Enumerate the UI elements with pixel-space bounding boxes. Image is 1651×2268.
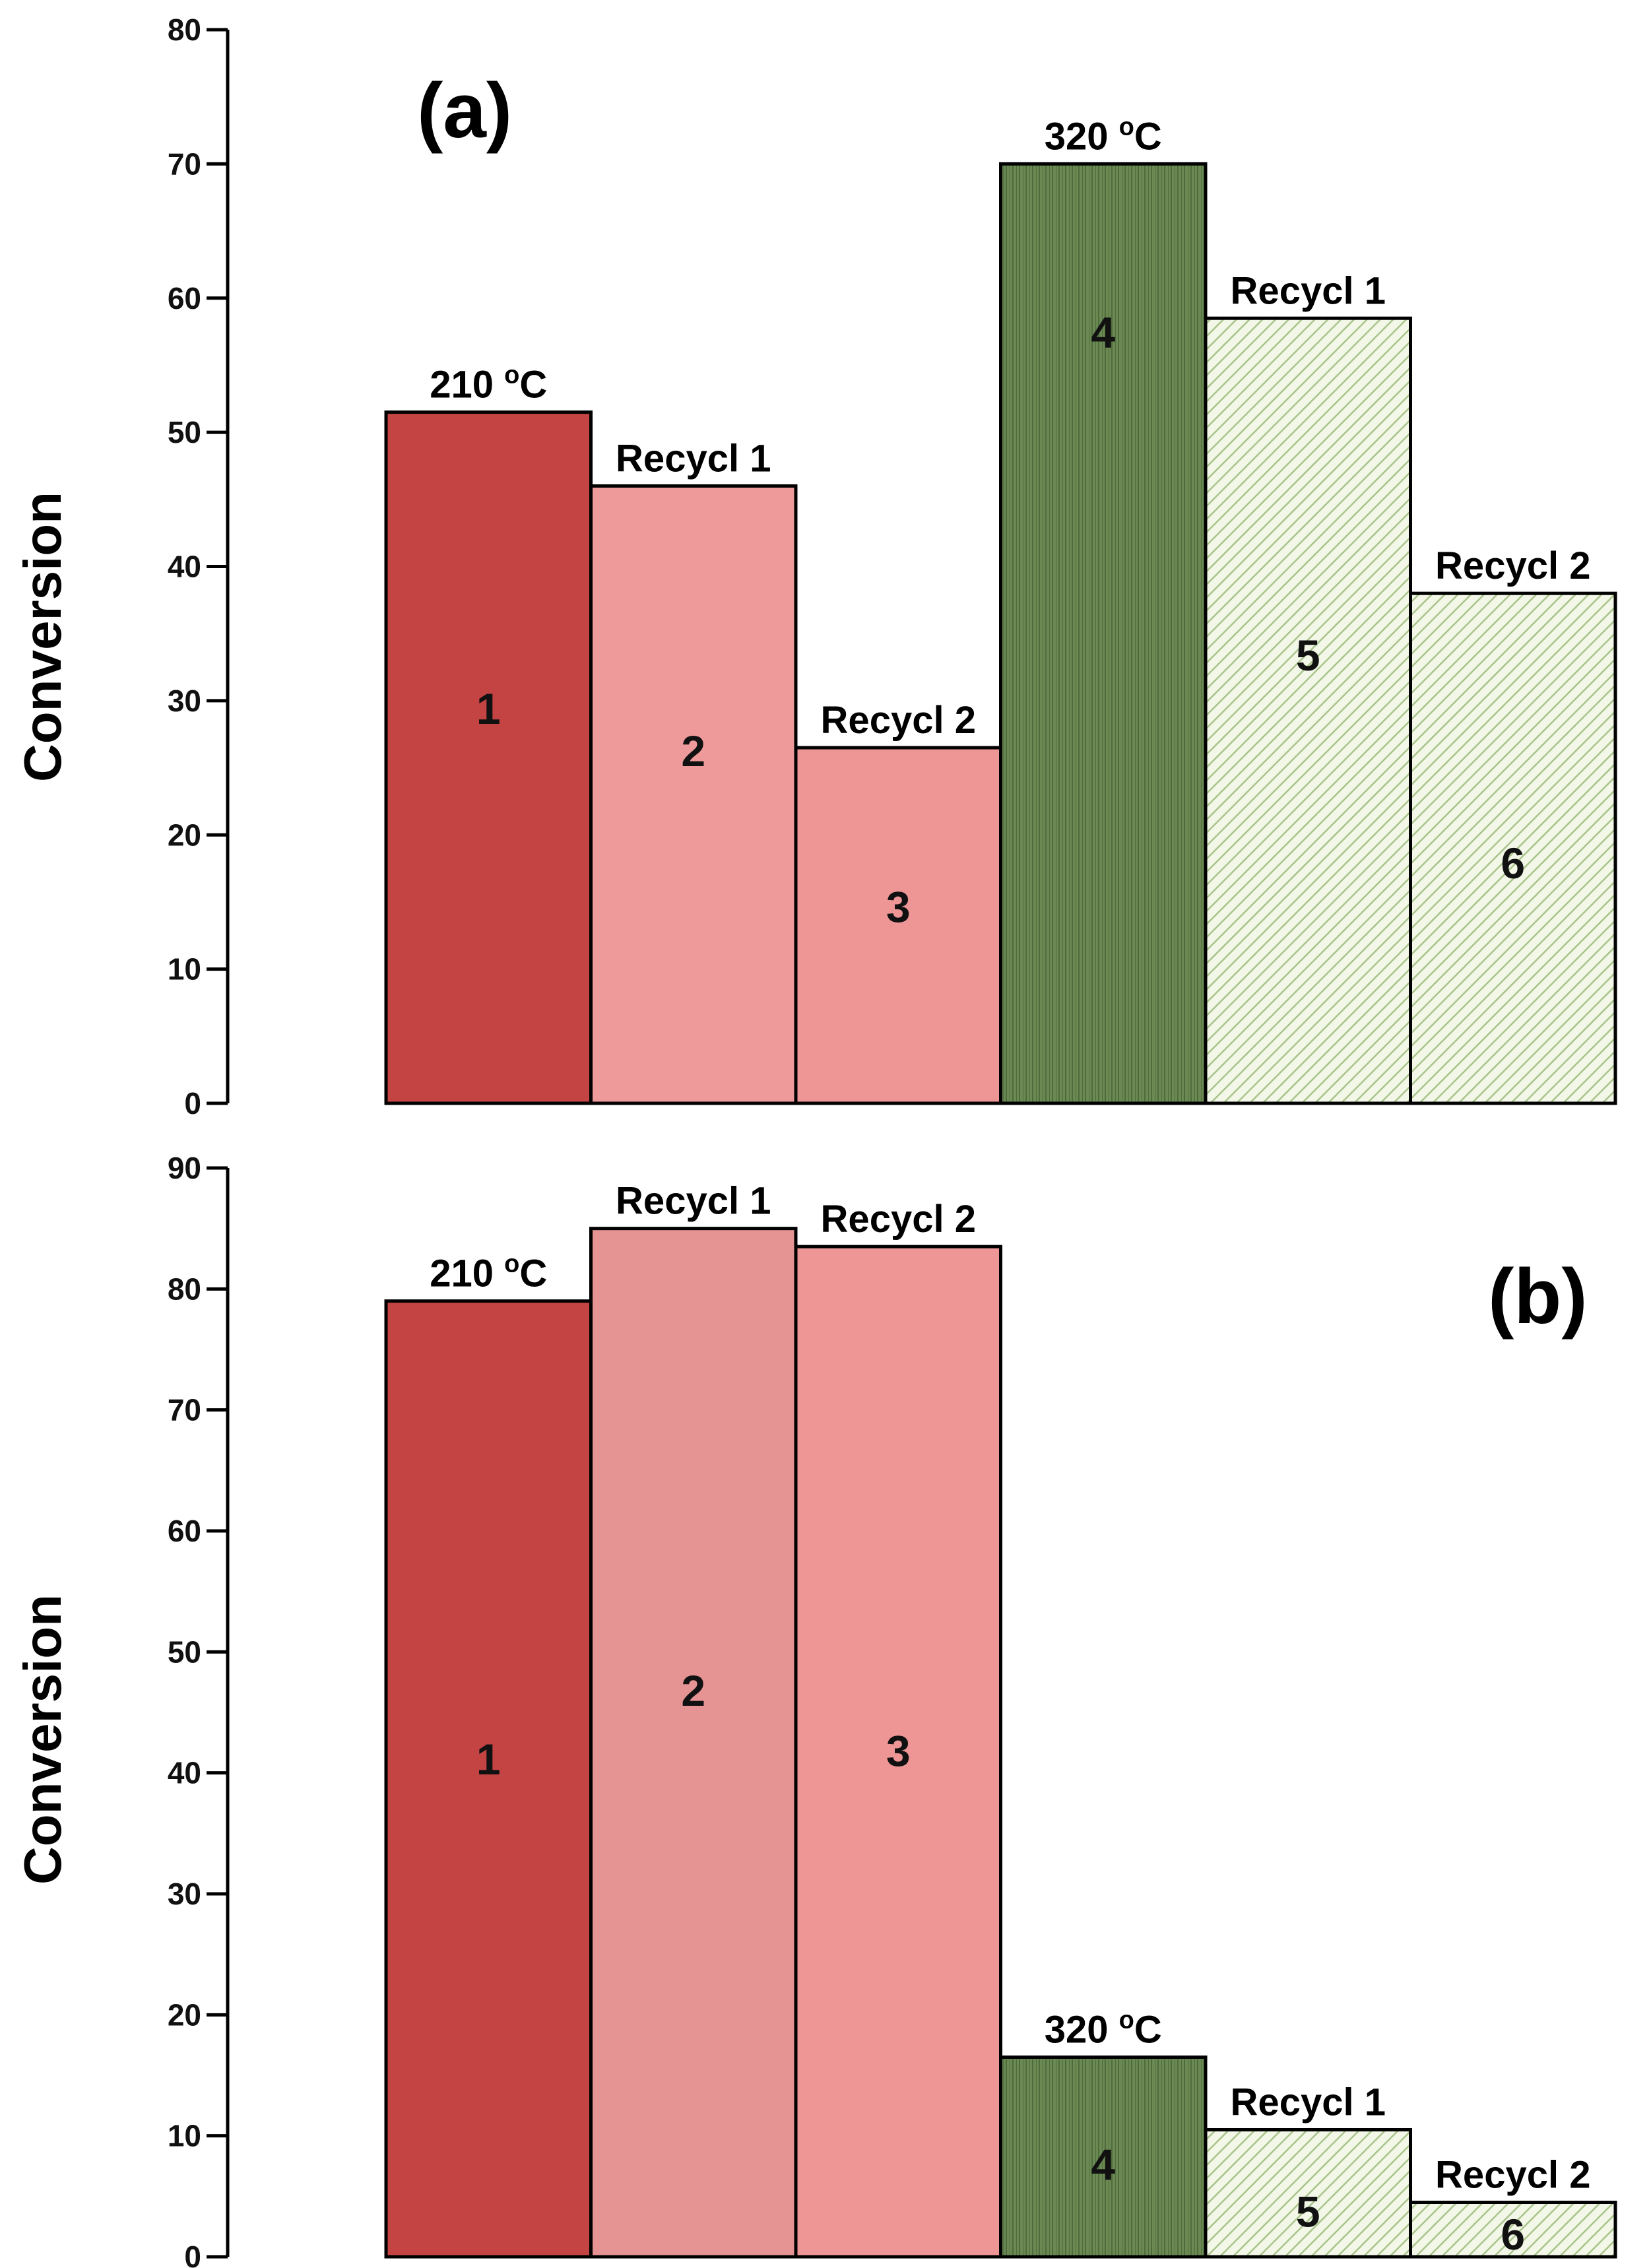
- panel-a-y-axis-label: Conversion: [13, 492, 72, 782]
- bar-5: [1204, 316, 1412, 1105]
- y-tick-label: 80: [168, 13, 201, 47]
- bar-1: [384, 410, 593, 1105]
- y-tick-label: 50: [168, 1635, 201, 1669]
- y-tick-label: 50: [168, 415, 201, 449]
- bar-number-label: 2: [681, 727, 705, 775]
- bar-number-label: 1: [476, 1735, 501, 1784]
- bar-top-label: Recycl 1: [616, 1180, 771, 1223]
- bar-number-label: 1: [476, 684, 501, 733]
- y-tick-label: 20: [168, 1997, 201, 2032]
- bar-2: [589, 484, 798, 1105]
- y-tick-label: 0: [184, 1086, 201, 1120]
- bar-1: [384, 1299, 593, 2259]
- panel-b-bars: 1 210 oC 2 Recycl 1 3 Recycl 2 4 320 oC 5 Recycl …: [384, 1180, 1617, 2259]
- y-tick-label: 30: [168, 1877, 201, 1911]
- bar-number-label: 3: [886, 883, 911, 932]
- bar-top-label: 320 oC: [1045, 2007, 1162, 2052]
- y-tick-label: 0: [184, 2240, 201, 2268]
- y-tick-label: 70: [168, 1393, 201, 1427]
- bar-4: [999, 162, 1208, 1105]
- bar-top-label: Recycl 1: [616, 437, 771, 480]
- bar-top-label: Recycl 2: [821, 1198, 976, 1241]
- bar-top-label: 210 oC: [430, 362, 547, 406]
- bar-number-label: 5: [1296, 2187, 1320, 2236]
- bar-top-label: Recycl 2: [1435, 2154, 1590, 2197]
- y-tick-label: 30: [168, 684, 201, 718]
- bar-6: [1409, 2201, 1617, 2259]
- bar-number-label: 4: [1091, 308, 1115, 357]
- y-tick-label: 70: [168, 146, 201, 181]
- panel-a-label: (a): [417, 67, 512, 154]
- bar-3: [794, 1245, 1002, 2259]
- y-tick-label: 10: [168, 2119, 201, 2153]
- bar-number-label: 6: [1501, 839, 1525, 888]
- panel-b-y-ticks: 0 10 20 30 40 50 60 70 80 90: [168, 1151, 228, 2268]
- bar-number-label: 6: [1501, 2210, 1525, 2259]
- panel-a-chart: Conversion (a) 0 10 20 30 40 50 60 70 80 1 210 oC…: [13, 13, 1617, 1120]
- bar-top-label: Recycl 1: [1231, 269, 1386, 312]
- bar-6: [1409, 591, 1617, 1105]
- panel-b-y-axis-label: Conversion: [13, 1594, 72, 1885]
- bar-5: [1204, 2128, 1412, 2259]
- panel-b-chart: Conversion (b) 0 10 20 30 40 50 60 70 80 90 1 210 …: [13, 1151, 1617, 2268]
- y-tick-label: 60: [168, 281, 201, 315]
- y-tick-label: 20: [168, 818, 201, 852]
- bar-top-label: Recycl 2: [821, 699, 976, 742]
- panel-b-label: (b): [1488, 1253, 1588, 1340]
- bar-top-label: 210 oC: [430, 1250, 547, 1295]
- y-tick-label: 40: [168, 550, 201, 584]
- bar-number-label: 5: [1296, 631, 1320, 680]
- bar-top-label: Recycl 2: [1435, 544, 1590, 587]
- bar-number-label: 2: [681, 1666, 705, 1715]
- y-tick-label: 40: [168, 1756, 201, 1790]
- bar-2: [589, 1227, 798, 2259]
- y-tick-label: 10: [168, 952, 201, 987]
- y-tick-label: 80: [168, 1272, 201, 1306]
- bar-top-label: 320 oC: [1045, 113, 1162, 158]
- panel-a-bars: 1 210 oC 2 Recycl 1 3 Recycl 2 4 320 oC 5 Recycl …: [384, 113, 1617, 1105]
- bar-number-label: 4: [1091, 2140, 1115, 2189]
- bar-top-label: Recycl 1: [1231, 2081, 1386, 2124]
- panel-a-y-ticks: 0 10 20 30 40 50 60 70 80: [168, 13, 228, 1120]
- y-tick-label: 90: [168, 1151, 201, 1185]
- bar-number-label: 3: [886, 1727, 911, 1776]
- y-tick-label: 60: [168, 1514, 201, 1548]
